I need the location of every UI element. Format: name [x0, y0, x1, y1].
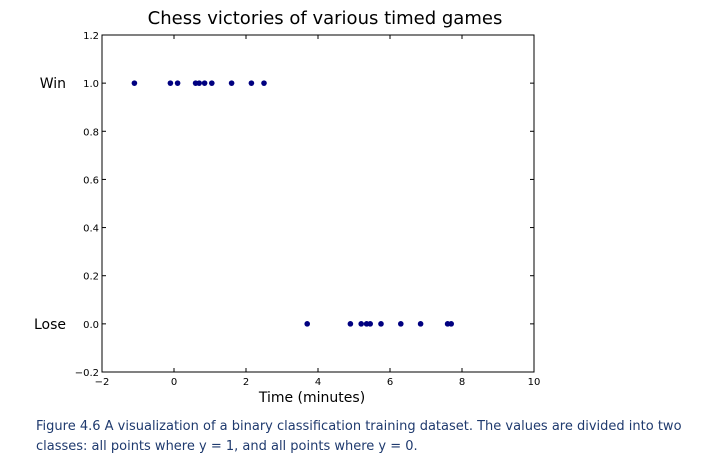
y-tick-label: −0.2 [75, 368, 99, 379]
data-point [167, 80, 174, 86]
y-category-label-win: Win [40, 76, 66, 92]
data-point [201, 80, 208, 86]
y-tick-label: 0.8 [83, 127, 99, 138]
y-category-label-lose: Lose [34, 317, 66, 333]
data-point [304, 321, 311, 327]
plot-frame [101, 34, 535, 373]
data-point [228, 80, 235, 86]
y-tick-label: 0.0 [83, 320, 99, 331]
chart-title: Chess victories of various timed games [148, 8, 503, 29]
y-tick-label: 1.2 [83, 31, 99, 42]
y-tick-label: 0.4 [83, 224, 99, 235]
scatter-chart: Chess victories of various timed games −… [34, 8, 541, 406]
data-point [347, 321, 354, 327]
data-point [358, 321, 365, 327]
x-tick-label: 10 [528, 377, 541, 388]
data-point [196, 80, 202, 86]
x-axis-label: Time (minutes) [258, 390, 365, 406]
x-tick-label: 6 [387, 377, 393, 388]
y-tick-label: 0.2 [83, 272, 99, 283]
x-tick-label: 2 [243, 377, 249, 388]
x-tick-label: 4 [315, 377, 321, 388]
data-point [378, 321, 384, 327]
data-point [367, 321, 374, 327]
data-point [209, 80, 215, 86]
x-tick-label: 0 [171, 377, 177, 388]
figure-caption: Figure 4.6 A visualization of a binary c… [36, 419, 682, 454]
data-point [261, 80, 267, 86]
data-point [131, 80, 138, 86]
y-tick-label: 1.0 [83, 79, 99, 90]
y-tick-label: 0.6 [83, 175, 99, 186]
data-point [398, 321, 404, 327]
x-tick-label: 8 [459, 377, 465, 388]
data-point [248, 80, 255, 86]
data-point [174, 80, 181, 86]
x-tick-label: −2 [95, 377, 110, 388]
data-point [417, 321, 424, 327]
data-point [448, 321, 455, 327]
